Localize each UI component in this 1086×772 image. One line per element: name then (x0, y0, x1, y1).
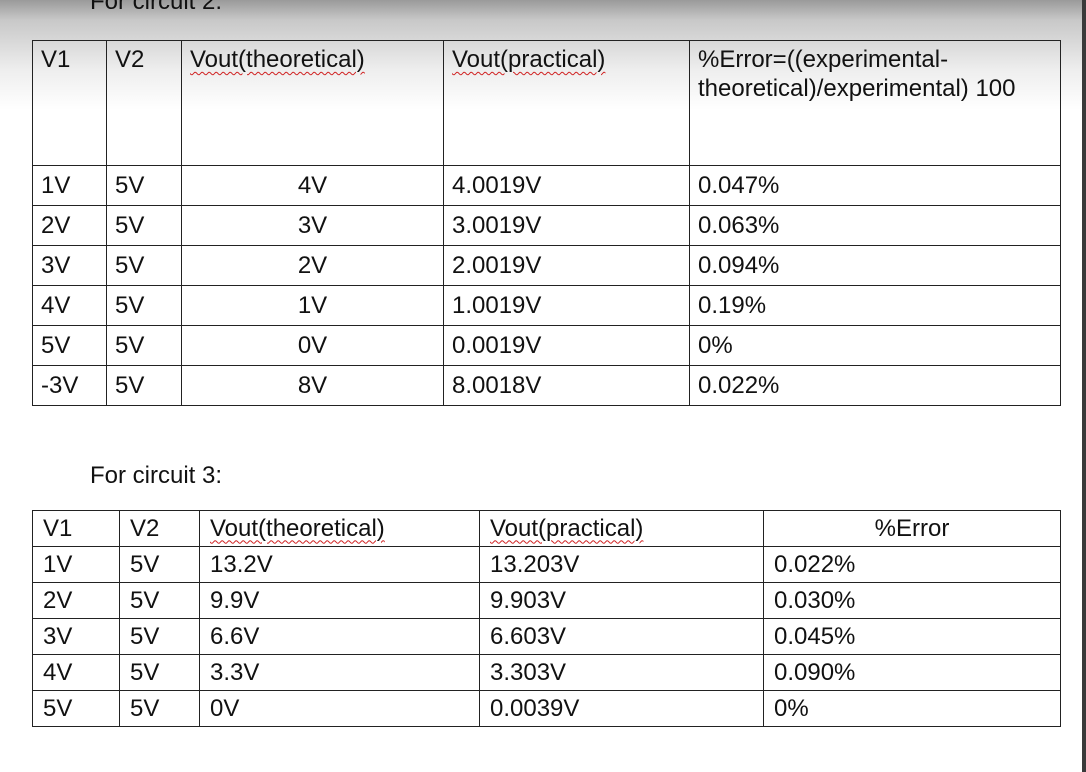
header-cell-error: %Error=((experimental-theoretical)/exper… (689, 40, 1061, 166)
table-header-row: V1 V2 Vout(theoretical) Vout(practical) … (32, 40, 1061, 166)
cell-vout-theoretical: 3.3V (199, 654, 480, 691)
cell-v2: 5V (119, 690, 200, 727)
cell-v2: 5V (106, 245, 182, 286)
table-row: 4V 5V 1V 1.0019V 0.19% (32, 285, 1061, 326)
cell-error: 0.022% (763, 546, 1061, 583)
cell-vout-practical: 3.0019V (443, 205, 690, 246)
cell-vout-practical: 3.303V (479, 654, 764, 691)
window-edge (1082, 0, 1086, 772)
cell-error: 0% (763, 690, 1061, 727)
table-row: 1V 5V 13.2V 13.203V 0.022% (32, 546, 1061, 583)
cell-v2: 5V (119, 546, 200, 583)
header-cell-vout-theoretical: Vout(theoretical) (199, 510, 480, 547)
cell-vout-theoretical: 8V (181, 365, 444, 406)
cell-v2: 5V (106, 365, 182, 406)
cell-error: 0.090% (763, 654, 1061, 691)
table-header-row: V1 V2 Vout(theoretical) Vout(practical) … (32, 510, 1061, 547)
table-row: 2V 5V 9.9V 9.903V 0.030% (32, 582, 1061, 619)
cell-vout-practical: 6.603V (479, 618, 764, 655)
cell-vout-practical: 0.0019V (443, 325, 690, 366)
cell-vout-theoretical: 1V (181, 285, 444, 326)
cell-v1: 1V (32, 165, 107, 206)
table-row: -3V 5V 8V 8.0018V 0.022% (32, 365, 1061, 406)
cell-error: 0.047% (689, 165, 1061, 206)
cell-vout-practical: 8.0018V (443, 365, 690, 406)
header-cell-vout-practical: Vout(practical) (443, 40, 690, 166)
table-row: 5V 5V 0V 0.0019V 0% (32, 325, 1061, 366)
cell-v1: 2V (32, 582, 120, 619)
cell-v2: 5V (106, 205, 182, 246)
cell-vout-theoretical: 9.9V (199, 582, 480, 619)
cell-v2: 5V (119, 618, 200, 655)
cell-v1: 4V (32, 285, 107, 326)
cell-error: 0.045% (763, 618, 1061, 655)
header-cell-vout-theoretical: Vout(theoretical) (181, 40, 444, 166)
cell-v1: 5V (32, 690, 120, 727)
circuit3-heading: For circuit 3: (90, 462, 223, 489)
cell-v1: 2V (32, 205, 107, 246)
cell-vout-practical: 1.0019V (443, 285, 690, 326)
cell-error: 0% (689, 325, 1061, 366)
cell-v1: 4V (32, 654, 120, 691)
table-row: 4V 5V 3.3V 3.303V 0.090% (32, 654, 1061, 691)
cell-v1: -3V (32, 365, 107, 406)
cell-vout-theoretical: 3V (181, 205, 444, 246)
table-row: 5V 5V 0V 0.0039V 0% (32, 690, 1061, 727)
circuit2-table: V1 V2 Vout(theoretical) Vout(practical) … (32, 40, 1061, 406)
circuit2-heading: For circuit 2: (90, 0, 223, 15)
cell-error: 0.030% (763, 582, 1061, 619)
cell-v1: 1V (32, 546, 120, 583)
cell-vout-practical: 9.903V (479, 582, 764, 619)
table-row: 1V 5V 4V 4.0019V 0.047% (32, 165, 1061, 206)
cell-vout-theoretical: 6.6V (199, 618, 480, 655)
header-cell-v1: V1 (32, 40, 107, 166)
table-row: 3V 5V 2V 2.0019V 0.094% (32, 245, 1061, 286)
header-cell-v1: V1 (32, 510, 120, 547)
cell-error: 0.022% (689, 365, 1061, 406)
cell-vout-theoretical: 0V (181, 325, 444, 366)
header-cell-error: %Error (763, 510, 1061, 547)
cell-v1: 3V (32, 245, 107, 286)
header-cell-v2: V2 (106, 40, 182, 166)
cell-v2: 5V (106, 285, 182, 326)
cell-vout-practical: 4.0019V (443, 165, 690, 206)
table-row: 2V 5V 3V 3.0019V 0.063% (32, 205, 1061, 246)
cell-vout-practical: 0.0039V (479, 690, 764, 727)
cell-error: 0.094% (689, 245, 1061, 286)
table-row: 3V 5V 6.6V 6.603V 0.045% (32, 618, 1061, 655)
cell-error: 0.19% (689, 285, 1061, 326)
cell-vout-theoretical: 0V (199, 690, 480, 727)
cell-v2: 5V (106, 325, 182, 366)
cell-error: 0.063% (689, 205, 1061, 246)
circuit3-table: V1 V2 Vout(theoretical) Vout(practical) … (32, 510, 1061, 727)
cell-vout-theoretical: 4V (181, 165, 444, 206)
cell-v1: 5V (32, 325, 107, 366)
cell-v2: 5V (106, 165, 182, 206)
cell-vout-practical: 13.203V (479, 546, 764, 583)
cell-v2: 5V (119, 654, 200, 691)
header-cell-vout-practical: Vout(practical) (479, 510, 764, 547)
cell-vout-theoretical: 13.2V (199, 546, 480, 583)
cell-v1: 3V (32, 618, 120, 655)
header-cell-v2: V2 (119, 510, 200, 547)
cell-vout-theoretical: 2V (181, 245, 444, 286)
cell-vout-practical: 2.0019V (443, 245, 690, 286)
cell-v2: 5V (119, 582, 200, 619)
